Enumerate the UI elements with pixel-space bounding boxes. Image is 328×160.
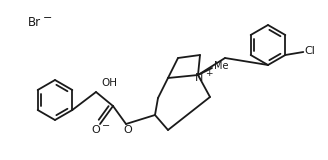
Text: +: +	[205, 68, 213, 77]
Text: −: −	[43, 13, 52, 23]
Text: Br: Br	[28, 16, 41, 28]
Text: Cl: Cl	[304, 46, 315, 56]
Text: O: O	[92, 125, 100, 135]
Text: Me: Me	[214, 61, 229, 71]
Text: OH: OH	[101, 78, 117, 88]
Text: O: O	[124, 125, 133, 135]
Text: −: −	[102, 121, 110, 131]
Text: N: N	[195, 73, 203, 83]
